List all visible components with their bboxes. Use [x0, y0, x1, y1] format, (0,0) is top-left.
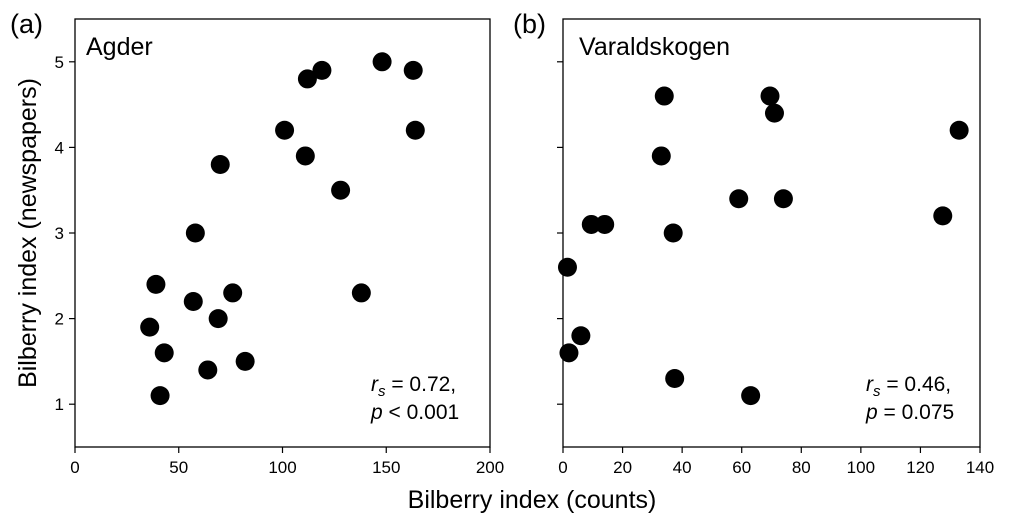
x-tick-label: 60 — [732, 458, 751, 477]
panel-varaldskogen: (b) Varaldskogen 0 20 40 60 80 100 120 140 rs =… — [513, 9, 994, 477]
axis-ticks-agder: 0 50 100 150 200 1 2 3 4 5 — [55, 53, 505, 477]
data-point — [150, 386, 170, 406]
data-point — [729, 189, 749, 209]
x-tick-label: 100 — [847, 458, 875, 477]
data-point — [297, 69, 317, 89]
data-point — [223, 283, 243, 303]
stat-annotation-varaldskogen: rs = 0.46, p = 0.075 — [865, 373, 954, 424]
data-point — [198, 360, 218, 380]
data-point — [183, 291, 203, 311]
data-point — [146, 274, 166, 294]
y-tick-label: 3 — [55, 224, 64, 243]
data-point — [760, 86, 780, 106]
data-point — [654, 86, 674, 106]
panel-title-varaldskogen: Varaldskogen — [579, 33, 730, 61]
data-points-agder — [140, 52, 425, 406]
data-point — [312, 60, 332, 80]
data-point — [764, 103, 784, 123]
x-tick-label: 140 — [966, 458, 994, 477]
y-tick-label: 2 — [55, 310, 64, 329]
x-tick-label: 0 — [70, 458, 79, 477]
panel-letter-b: (b) — [513, 9, 546, 39]
x-tick-label: 80 — [792, 458, 811, 477]
x-tick-label: 120 — [906, 458, 934, 477]
data-point — [581, 214, 601, 234]
x-tick-label: 150 — [372, 458, 400, 477]
panel-title-agder: Agder — [86, 33, 153, 61]
data-point — [210, 155, 230, 175]
rs-annotation-varaldskogen: rs = 0.46, — [866, 373, 951, 400]
y-axis-label: Bilberry index (newspapers) — [14, 78, 42, 388]
data-point — [595, 214, 615, 234]
data-point — [559, 343, 579, 363]
p-annotation-agder: p < 0.001 — [370, 401, 459, 424]
p-annotation-varaldskogen: p = 0.075 — [865, 401, 954, 424]
data-point — [372, 52, 392, 72]
data-point — [949, 120, 969, 140]
axis-ticks-varaldskogen: 0 20 40 60 80 100 120 140 — [557, 61, 994, 477]
data-point — [741, 386, 761, 406]
data-point — [235, 351, 255, 371]
data-point — [665, 369, 685, 389]
data-point — [140, 317, 160, 337]
data-point — [208, 309, 228, 329]
x-tick-label: 0 — [558, 458, 567, 477]
x-tick-label: 50 — [169, 458, 188, 477]
y-tick-label: 1 — [55, 395, 64, 414]
data-point — [933, 206, 953, 226]
x-tick-label: 100 — [268, 458, 296, 477]
data-point — [185, 223, 205, 243]
data-points-varaldskogen — [557, 86, 969, 406]
y-tick-label: 5 — [55, 53, 64, 72]
x-axis-label: Bilberry index (counts) — [408, 486, 657, 514]
data-point — [275, 120, 295, 140]
panel-letter-a: (a) — [10, 9, 43, 39]
data-point — [295, 146, 315, 166]
data-point — [557, 257, 577, 277]
data-point — [403, 60, 423, 80]
y-tick-label: 4 — [55, 138, 64, 157]
data-point — [773, 189, 793, 209]
data-point — [571, 326, 591, 346]
x-tick-label: 20 — [613, 458, 632, 477]
x-tick-label: 200 — [476, 458, 504, 477]
rs-annotation-agder: rs = 0.72, — [371, 373, 456, 400]
data-point — [351, 283, 371, 303]
data-point — [331, 180, 351, 200]
data-point — [405, 120, 425, 140]
stat-annotation-agder: rs = 0.72, p < 0.001 — [370, 373, 459, 424]
data-point — [154, 343, 174, 363]
data-point — [663, 223, 683, 243]
x-tick-label: 40 — [673, 458, 692, 477]
data-point — [651, 146, 671, 166]
panel-agder: (a) Agder 0 50 100 150 200 1 2 3 4 5 rs = 0.72, p… — [10, 9, 504, 477]
